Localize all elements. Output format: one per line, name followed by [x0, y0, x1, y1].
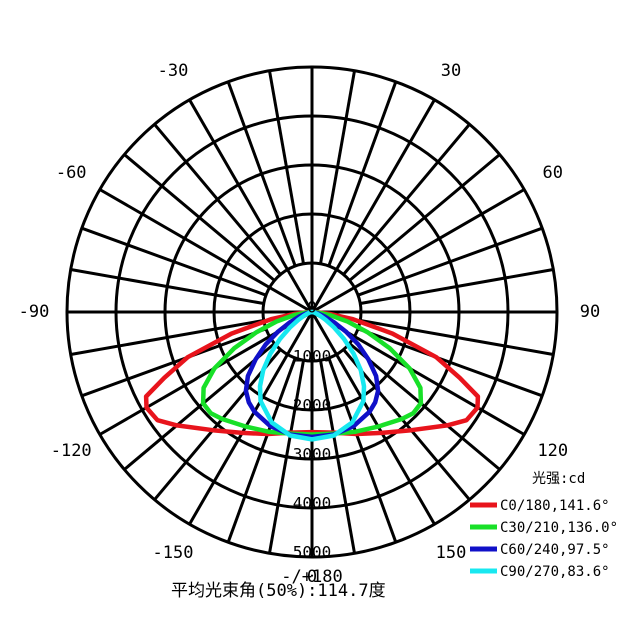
- grid-spoke-major: [310, 99, 436, 313]
- angle-label: -30: [158, 61, 189, 81]
- intensity-curves: [143, 309, 481, 442]
- angle-label: 150: [436, 543, 467, 563]
- angle-label: -90: [19, 302, 50, 322]
- grid-spoke-major: [311, 188, 525, 314]
- radial-tick-label: 5000: [293, 543, 332, 562]
- grid-spoke: [342, 348, 471, 501]
- radial-tick-label: 1000: [293, 347, 332, 366]
- grid-spoke: [319, 360, 356, 554]
- grid-spoke-major: [310, 311, 436, 525]
- grid-spoke: [327, 357, 398, 543]
- angle-label: 120: [537, 441, 568, 461]
- radial-tick-label: 2000: [293, 396, 332, 415]
- angle-label: 0: [307, 567, 317, 587]
- angle-label: 90: [580, 302, 600, 322]
- legend-label-0: C0/180,141.6°: [500, 498, 610, 514]
- grid-spoke: [123, 342, 276, 471]
- grid-spoke: [319, 70, 356, 264]
- grid-spoke-major: [188, 99, 314, 313]
- grid-spoke: [81, 226, 267, 297]
- grid-spoke: [268, 70, 305, 264]
- series-curve-3: [257, 309, 367, 442]
- radial-tick-label: 0: [307, 298, 317, 317]
- legend-title: 光强:cd: [532, 471, 585, 487]
- grid-spoke: [81, 327, 267, 398]
- grid-spoke: [342, 123, 471, 276]
- angle-label: 30: [441, 61, 461, 81]
- grid-spoke: [327, 81, 398, 267]
- legend: 光强:cd C0/180,141.6° C30/210,136.0° C60/240…: [470, 471, 618, 580]
- grid-spoke: [360, 319, 554, 356]
- grid-spoke: [70, 268, 264, 305]
- angle-label: -60: [56, 163, 87, 183]
- grid-spoke: [226, 81, 297, 267]
- legend-label-3: C90/270,83.6°: [500, 564, 610, 580]
- axis-labels: 0 1000 2000 3000 4000 5000 -/+180 -150 150 -120 12…: [19, 61, 601, 587]
- grid-spoke: [357, 327, 543, 398]
- grid-spoke: [70, 319, 264, 356]
- radial-tick-label: 4000: [293, 494, 332, 513]
- grid-spoke: [360, 268, 554, 305]
- grid-spoke: [348, 342, 501, 471]
- angle-label: -150: [153, 543, 194, 563]
- polar-grid: [65, 65, 559, 559]
- grid-spoke: [268, 360, 305, 554]
- angle-label: -120: [51, 441, 92, 461]
- grid-spoke: [226, 357, 297, 543]
- angle-label: -/+180: [281, 567, 342, 587]
- grid-spoke: [153, 123, 282, 276]
- grid-spoke: [357, 226, 543, 297]
- grid-spoke-major: [99, 188, 313, 314]
- grid-spoke-major: [188, 311, 314, 525]
- angle-label: 60: [543, 163, 563, 183]
- grid-spoke: [153, 348, 282, 501]
- radial-tick-label: 3000: [293, 445, 332, 464]
- grid-spoke: [348, 153, 501, 282]
- legend-label-1: C30/210,136.0°: [500, 520, 618, 536]
- beam-angle-caption: 平均光束角(50%):114.7度: [171, 581, 386, 601]
- legend-label-2: C60/240,97.5°: [500, 542, 610, 558]
- grid-spoke: [123, 153, 276, 282]
